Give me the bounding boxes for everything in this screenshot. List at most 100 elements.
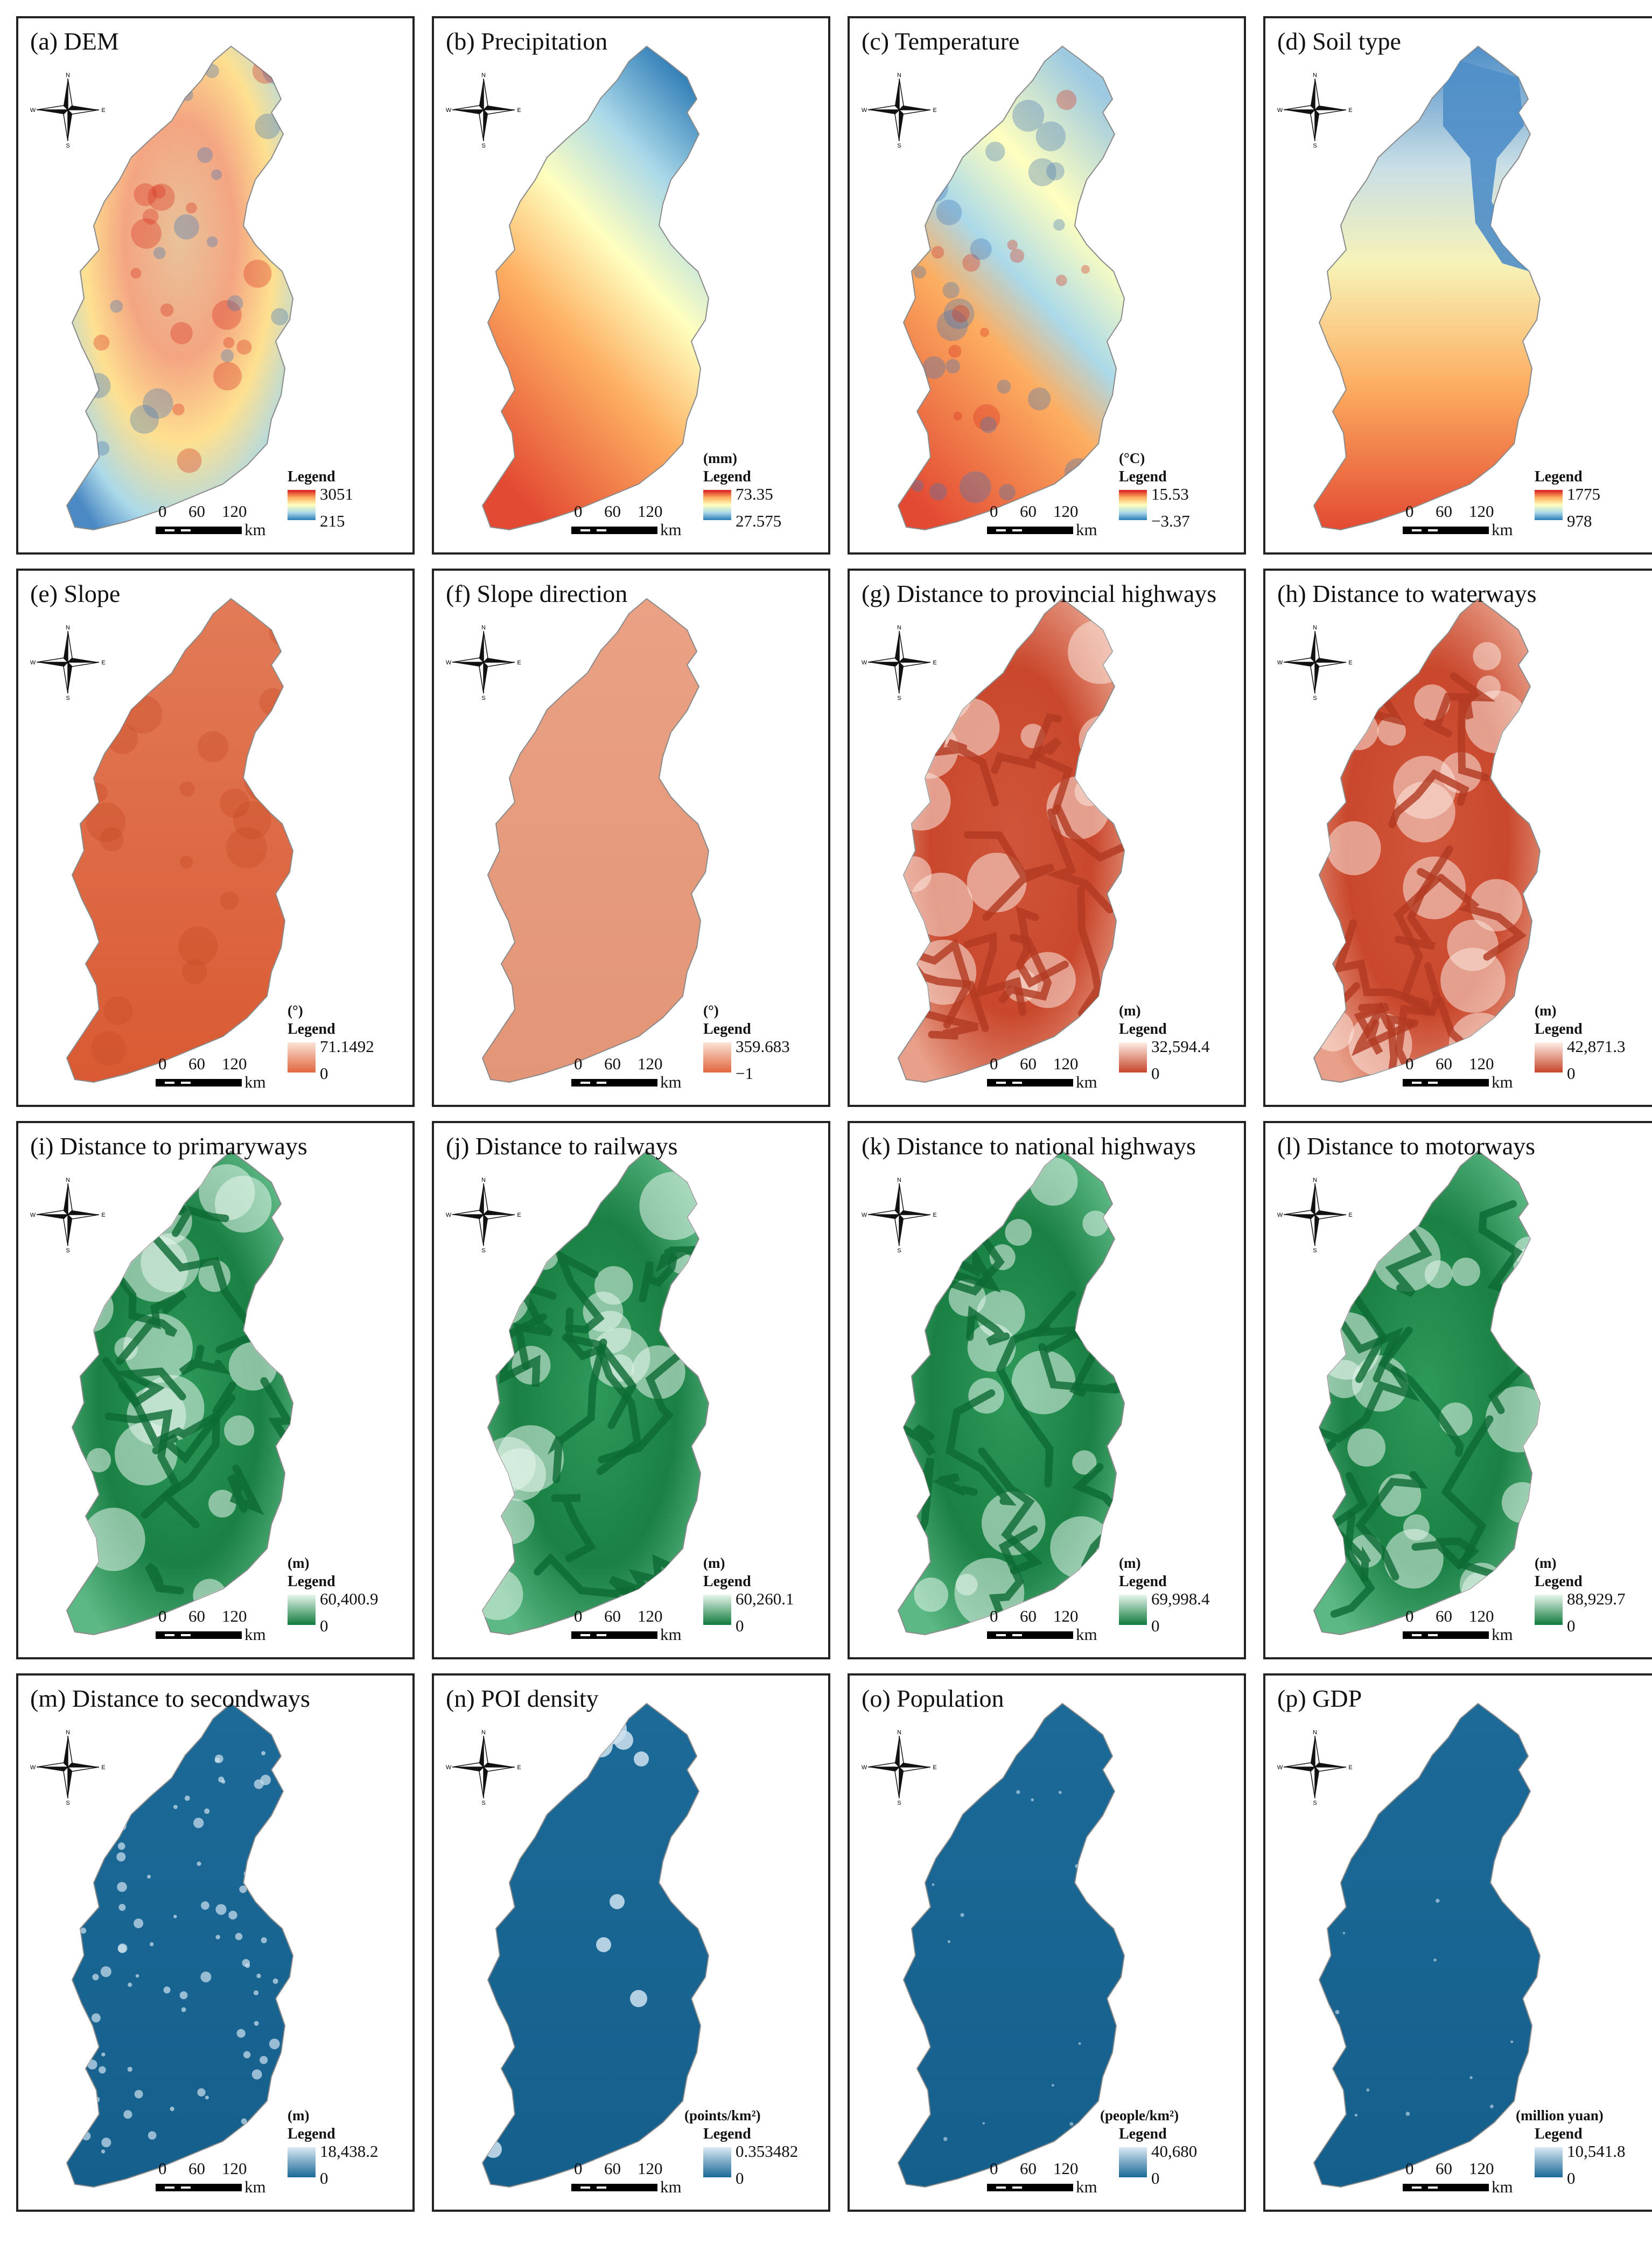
compass-n-label: N <box>481 1729 486 1736</box>
legend-color-ramp <box>703 1595 731 1625</box>
scale-bar <box>987 1631 1073 1639</box>
north-arrow-compass-icon: N S E W <box>30 625 106 700</box>
scale-bar-tick: 60 <box>1436 502 1452 521</box>
legend-unit: (m) <box>703 1555 725 1571</box>
legend-max-value: 15.53 <box>1151 485 1189 503</box>
legend-title: Legend <box>703 1021 751 1038</box>
legend-unit: (°) <box>703 1003 719 1019</box>
north-arrow-compass-icon: N S E W <box>30 72 106 148</box>
compass-n-label: N <box>66 1729 70 1736</box>
compass-w-label: W <box>862 107 867 114</box>
legend-min-value: 978 <box>1567 511 1592 530</box>
compass-s-label: S <box>66 1247 69 1252</box>
compass-w-label: W <box>446 660 452 666</box>
legend-title: Legend <box>1119 1021 1167 1038</box>
compass-s-label: S <box>481 1800 485 1805</box>
legend-max-value: 359.683 <box>736 1037 790 1056</box>
legend-unit: (°C) <box>1119 450 1145 466</box>
scale-bar-tick: 60 <box>604 1054 621 1073</box>
north-arrow-compass-icon: N S E W <box>862 1177 937 1252</box>
compass-n-label: N <box>1313 1177 1317 1183</box>
scale-bar-tick: 120 <box>1053 1607 1079 1625</box>
legend-title: Legend <box>1535 1573 1583 1590</box>
legend-color-ramp <box>1119 490 1147 520</box>
compass-s-label: S <box>66 695 69 700</box>
scale-bar-tick: 0 <box>990 2159 998 2178</box>
province-outline <box>1313 1702 1541 2188</box>
north-arrow-compass-icon: N S E W <box>862 625 937 700</box>
legend-color-ramp <box>288 2147 316 2177</box>
legend-min-value: 0 <box>736 1616 744 1635</box>
legend-color-ramp <box>288 1595 316 1625</box>
compass-e-label: E <box>933 1764 936 1771</box>
legend-min-value: 0 <box>1151 2169 1160 2188</box>
province-map <box>66 1150 294 1636</box>
compass-e-label: E <box>1348 1764 1352 1771</box>
compass-s-label: S <box>1313 1800 1317 1805</box>
scale-bar-tick: 0 <box>158 2159 167 2178</box>
compass-s-label: S <box>897 695 901 700</box>
legend-max-value: 60,260.1 <box>736 1589 794 1608</box>
legend-unit: (m) <box>1119 1555 1141 1571</box>
map-panel: (o) Population N S E W (people/km²) Legend 40,6… <box>848 1673 1246 2212</box>
scale-bar-tick: 60 <box>604 502 621 521</box>
province-map <box>66 1702 294 2188</box>
compass-s-label: S <box>66 143 69 148</box>
scale-bar-unit: km <box>1076 520 1097 539</box>
province-map <box>1313 45 1541 531</box>
legend-color-ramp <box>1119 1595 1147 1625</box>
scale-bar-unit: km <box>244 2177 266 2196</box>
compass-w-label: W <box>30 660 36 666</box>
legend-unit: (m) <box>288 1555 310 1571</box>
compass-e-label: E <box>101 1212 105 1218</box>
legend-min-value: 0 <box>320 2169 328 2188</box>
legend-title: Legend <box>1535 2126 1583 2142</box>
north-arrow-compass-icon: N S E W <box>1277 72 1353 148</box>
scale-bar-tick: 0 <box>1405 2159 1414 2178</box>
legend-title: Legend <box>288 1021 335 1038</box>
legend-min-value: −1 <box>736 1064 753 1083</box>
compass-n-label: N <box>1313 625 1317 631</box>
scale-bar <box>987 2184 1073 2191</box>
legend-color-ramp <box>1535 1042 1563 1073</box>
scale-bar-tick: 60 <box>188 2159 205 2178</box>
scale-bar <box>1403 1631 1489 1639</box>
scale-bar <box>156 1631 242 1639</box>
scale-bar-unit: km <box>660 2177 682 2196</box>
scale-bar-tick: 120 <box>638 2159 663 2178</box>
legend-color-ramp <box>1119 1042 1147 1073</box>
north-arrow-compass-icon: N S E W <box>446 1177 521 1252</box>
compass-e-label: E <box>517 660 521 666</box>
scale-bar-tick: 0 <box>990 1054 998 1073</box>
north-arrow-compass-icon: N S E W <box>1277 1177 1353 1252</box>
legend-unit: (points/km²) <box>684 2107 761 2123</box>
scale-bar-tick: 120 <box>222 1607 247 1625</box>
map-panel: (d) Soil type N S E W Legend 1775 978 0 60 120 km <box>1263 16 1652 555</box>
scale-bar-tick: 60 <box>1020 2159 1037 2178</box>
legend-min-value: 27.575 <box>736 511 782 530</box>
legend-color-ramp <box>703 1042 731 1073</box>
scale-bar <box>1403 2184 1489 2191</box>
north-arrow-compass-icon: N S E W <box>862 72 937 148</box>
north-arrow-compass-icon: N S E W <box>1277 625 1353 700</box>
scale-bar-unit: km <box>244 1625 266 1644</box>
legend-color-ramp <box>1119 2147 1147 2177</box>
north-arrow-compass-icon: N S E W <box>30 1177 106 1252</box>
legend-unit: (people/km²) <box>1100 2107 1179 2123</box>
panel-title: (b) Precipitation <box>446 27 608 55</box>
legend-max-value: 1775 <box>1567 485 1600 503</box>
legend-max-value: 42,871.3 <box>1567 1037 1626 1056</box>
compass-w-label: W <box>862 1212 867 1218</box>
compass-s-label: S <box>481 695 485 700</box>
legend-color-ramp <box>703 2147 731 2177</box>
scale-bar-tick: 120 <box>1469 2159 1494 2178</box>
province-outline <box>66 598 294 1083</box>
scale-bar <box>156 1079 242 1087</box>
compass-s-label: S <box>897 1247 901 1252</box>
legend-min-value: −3.37 <box>1151 511 1190 530</box>
legend-min-value: 0 <box>1567 1064 1576 1083</box>
compass-s-label: S <box>897 1800 901 1805</box>
scale-bar-tick: 0 <box>158 1607 167 1625</box>
map-panel: (a) DEM N S E W Legend 3051 215 0 60 120 km <box>16 16 415 555</box>
panel-title: (g) Distance to provincial highways <box>862 580 1217 607</box>
